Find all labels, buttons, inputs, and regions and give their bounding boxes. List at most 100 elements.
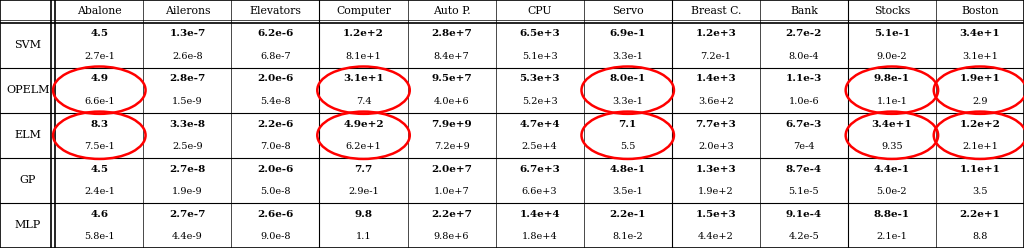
Text: Stocks: Stocks [873, 6, 910, 16]
Text: GP: GP [19, 175, 36, 185]
Text: 6.2e+1: 6.2e+1 [346, 142, 381, 151]
Text: 9.5e+7: 9.5e+7 [431, 74, 472, 83]
Text: CPU: CPU [527, 6, 552, 16]
Text: 1.9e+1: 1.9e+1 [959, 74, 1000, 83]
Text: 6.9e-1: 6.9e-1 [609, 29, 646, 38]
Text: 6.8e-7: 6.8e-7 [260, 52, 291, 61]
Text: 7.9e+9: 7.9e+9 [431, 120, 472, 128]
Text: 9.8: 9.8 [354, 210, 373, 219]
Text: Servo: Servo [612, 6, 643, 16]
Text: Bank: Bank [790, 6, 818, 16]
Text: 5.1e-1: 5.1e-1 [873, 29, 910, 38]
Text: 2.6e-6: 2.6e-6 [257, 210, 294, 219]
Text: 6.5e+3: 6.5e+3 [519, 29, 560, 38]
Text: 7.0e-8: 7.0e-8 [260, 142, 291, 151]
Text: 1.9e-9: 1.9e-9 [172, 187, 203, 196]
Text: 1.1: 1.1 [355, 232, 372, 241]
Text: 6.6e+3: 6.6e+3 [522, 187, 557, 196]
Text: 2.4e-1: 2.4e-1 [84, 187, 115, 196]
Text: 4.4e-1: 4.4e-1 [873, 165, 910, 174]
Text: Computer: Computer [336, 6, 391, 16]
Text: Breast C.: Breast C. [690, 6, 741, 16]
Text: 8.0e-1: 8.0e-1 [609, 74, 646, 83]
Text: 1.0e-6: 1.0e-6 [788, 97, 819, 106]
Text: 3.3e-8: 3.3e-8 [169, 120, 206, 128]
Text: 9.0e-2: 9.0e-2 [877, 52, 907, 61]
Text: 5.1e+3: 5.1e+3 [522, 52, 557, 61]
Text: 7.2e+9: 7.2e+9 [434, 142, 469, 151]
Text: 1.1e-1: 1.1e-1 [877, 97, 907, 106]
Text: 3.4e+1: 3.4e+1 [959, 29, 1000, 38]
Text: 2.7e-7: 2.7e-7 [169, 210, 206, 219]
Text: 7.4: 7.4 [355, 97, 372, 106]
Text: 1.3e-7: 1.3e-7 [169, 29, 206, 38]
Text: 9.35: 9.35 [881, 142, 903, 151]
Text: 2.9: 2.9 [972, 97, 988, 106]
Text: 2.0e-6: 2.0e-6 [257, 74, 294, 83]
Text: 6.7e-3: 6.7e-3 [785, 120, 822, 128]
Text: 5.8e-1: 5.8e-1 [84, 232, 115, 241]
Text: Abalone: Abalone [77, 6, 122, 16]
Text: 4.7e+4: 4.7e+4 [519, 120, 560, 128]
Text: 6.6e-1: 6.6e-1 [84, 97, 115, 106]
Text: 2.7e-2: 2.7e-2 [785, 29, 822, 38]
Text: 4.5: 4.5 [90, 29, 109, 38]
Text: 4.4e+2: 4.4e+2 [697, 232, 734, 241]
Text: 6.2e-6: 6.2e-6 [257, 29, 294, 38]
Text: 4.5: 4.5 [90, 165, 109, 174]
Text: 2.2e-1: 2.2e-1 [609, 210, 646, 219]
Text: ELM: ELM [14, 130, 41, 140]
Text: 1.1e-3: 1.1e-3 [785, 74, 822, 83]
Text: SVM: SVM [14, 40, 41, 50]
Text: 5.4e-8: 5.4e-8 [260, 97, 291, 106]
Text: 8.1e-2: 8.1e-2 [612, 232, 643, 241]
Text: 2.1e+1: 2.1e+1 [962, 142, 998, 151]
Text: 9.8e-1: 9.8e-1 [873, 74, 910, 83]
Text: 3.5e-1: 3.5e-1 [612, 187, 643, 196]
Text: 4.2e-5: 4.2e-5 [788, 232, 819, 241]
Text: 4.8e-1: 4.8e-1 [609, 165, 646, 174]
Text: 2.1e-1: 2.1e-1 [877, 232, 907, 241]
Text: 2.0e+7: 2.0e+7 [431, 165, 472, 174]
Text: 5.1e-5: 5.1e-5 [788, 187, 819, 196]
Text: 1.1e+1: 1.1e+1 [959, 165, 1000, 174]
Text: 4.0e+6: 4.0e+6 [434, 97, 469, 106]
Text: 2.2e+7: 2.2e+7 [431, 210, 472, 219]
Text: 9.0e-8: 9.0e-8 [260, 232, 291, 241]
Text: Elevators: Elevators [250, 6, 301, 16]
Text: 8.3: 8.3 [90, 120, 109, 128]
Text: 7.1: 7.1 [618, 120, 637, 128]
Text: 7.2e-1: 7.2e-1 [700, 52, 731, 61]
Text: 3.3e-1: 3.3e-1 [612, 97, 643, 106]
Text: 4.9: 4.9 [90, 74, 109, 83]
Text: 8.4e+7: 8.4e+7 [434, 52, 469, 61]
Text: 5.0e-8: 5.0e-8 [260, 187, 291, 196]
Text: 1.2e+3: 1.2e+3 [695, 29, 736, 38]
Text: 4.9e+2: 4.9e+2 [343, 120, 384, 128]
Text: 7.7: 7.7 [354, 165, 373, 174]
Text: 1.5e-9: 1.5e-9 [172, 97, 203, 106]
Text: 8.8: 8.8 [972, 232, 988, 241]
Text: 1.2e+2: 1.2e+2 [959, 120, 1000, 128]
Text: 2.2e+1: 2.2e+1 [959, 210, 1000, 219]
Text: 2.6e-8: 2.6e-8 [172, 52, 203, 61]
Text: 1.4e+3: 1.4e+3 [695, 74, 736, 83]
Text: 8.1e+1: 8.1e+1 [346, 52, 381, 61]
Text: Auto P.: Auto P. [433, 6, 470, 16]
Text: MLP: MLP [14, 220, 41, 230]
Text: 2.7e-8: 2.7e-8 [169, 165, 206, 174]
Text: 1.5e+3: 1.5e+3 [695, 210, 736, 219]
Text: 8.8e-1: 8.8e-1 [873, 210, 910, 219]
Text: 8.0e-4: 8.0e-4 [788, 52, 819, 61]
Text: 1.9e+2: 1.9e+2 [698, 187, 733, 196]
Text: 4.4e-9: 4.4e-9 [172, 232, 203, 241]
Text: 2.9e-1: 2.9e-1 [348, 187, 379, 196]
Text: 2.5e-9: 2.5e-9 [172, 142, 203, 151]
Text: 1.8e+4: 1.8e+4 [522, 232, 557, 241]
Text: 2.7e-1: 2.7e-1 [84, 52, 115, 61]
Text: 3.6e+2: 3.6e+2 [698, 97, 733, 106]
Text: 2.0e+3: 2.0e+3 [698, 142, 733, 151]
Text: 3.1e+1: 3.1e+1 [962, 52, 998, 61]
Text: 8.7e-4: 8.7e-4 [785, 165, 822, 174]
Text: 9.1e-4: 9.1e-4 [785, 210, 822, 219]
